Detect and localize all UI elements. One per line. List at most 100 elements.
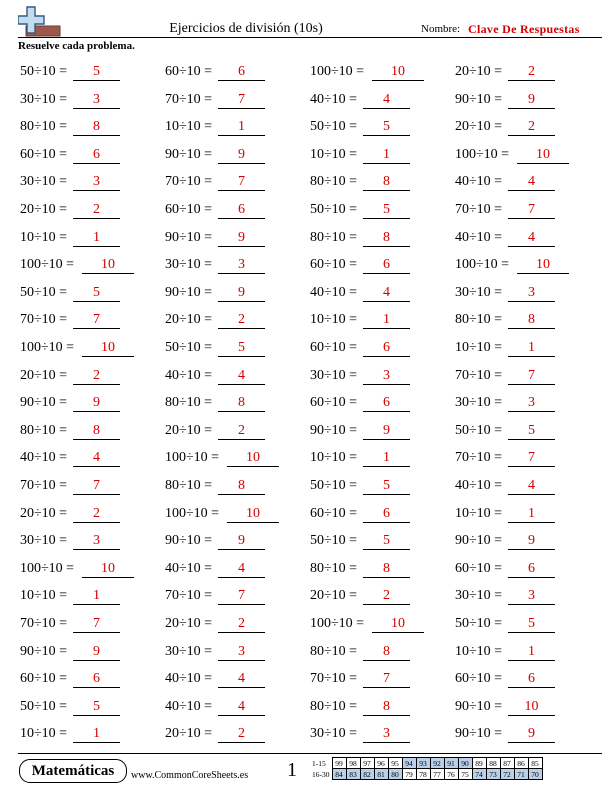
answer-field[interactable]: 8	[73, 423, 120, 440]
answer-field[interactable]: 7	[218, 588, 265, 606]
answer-field[interactable]: 7	[218, 92, 265, 109]
answer-field[interactable]: 6	[363, 340, 410, 357]
answer-field[interactable]: 6	[218, 202, 265, 219]
answer-field[interactable]: 6	[508, 561, 555, 578]
answer-field[interactable]: 7	[218, 174, 265, 192]
answer-field[interactable]: 1	[363, 450, 410, 468]
answer-field[interactable]: 3	[218, 257, 265, 275]
answer-field[interactable]: 9	[218, 285, 265, 302]
answer-field[interactable]: 6	[508, 671, 555, 689]
answer-field[interactable]: 7	[73, 478, 120, 495]
answer-field[interactable]: 5	[508, 616, 555, 633]
answer-field[interactable]: 4	[508, 230, 555, 247]
answer-field[interactable]: 10	[517, 147, 569, 164]
answer-field[interactable]: 1	[363, 147, 410, 164]
answer-field[interactable]: 10	[372, 616, 424, 633]
answer-field[interactable]: 9	[218, 230, 265, 247]
answer-field[interactable]: 1	[508, 644, 555, 661]
answer-field[interactable]: 7	[73, 312, 120, 330]
answer-field[interactable]: 7	[508, 202, 555, 219]
answer-field[interactable]: 1	[73, 230, 120, 247]
answer-field[interactable]: 2	[73, 202, 120, 219]
answer-field[interactable]: 8	[363, 699, 410, 716]
answer-field[interactable]: 7	[363, 671, 410, 689]
answer-field[interactable]: 5	[73, 699, 120, 716]
answer-field[interactable]: 10	[82, 340, 134, 357]
answer-field[interactable]: 6	[218, 64, 265, 81]
answer-field[interactable]: 6	[363, 395, 410, 413]
answer-field[interactable]: 3	[73, 92, 120, 109]
answer-field[interactable]: 8	[363, 174, 410, 192]
answer-field[interactable]: 2	[218, 423, 265, 440]
answer-field[interactable]: 4	[363, 285, 410, 302]
answer-field[interactable]: 8	[363, 230, 410, 247]
answer-field[interactable]: 9	[218, 147, 265, 164]
answer-field[interactable]: 6	[73, 671, 120, 689]
answer-field[interactable]: 3	[363, 726, 410, 744]
answer-field[interactable]: 5	[73, 285, 120, 302]
answer-field[interactable]: 4	[218, 699, 265, 716]
answer-field[interactable]: 4	[218, 671, 265, 689]
answer-field[interactable]: 7	[73, 616, 120, 633]
answer-field[interactable]: 1	[508, 340, 555, 357]
answer-field[interactable]: 10	[82, 561, 134, 578]
answer-field[interactable]: 4	[508, 478, 555, 495]
answer-field[interactable]: 10	[227, 450, 279, 468]
answer-field[interactable]: 3	[508, 285, 555, 302]
answer-field[interactable]: 9	[73, 395, 120, 413]
answer-field[interactable]: 8	[363, 561, 410, 578]
answer-field[interactable]: 5	[363, 478, 410, 495]
answer-field[interactable]: 8	[218, 395, 265, 413]
answer-field[interactable]: 6	[363, 506, 410, 523]
answer-field[interactable]: 9	[508, 533, 555, 551]
answer-field[interactable]: 2	[73, 506, 120, 523]
answer-field[interactable]: 8	[363, 644, 410, 661]
answer-field[interactable]: 1	[73, 726, 120, 744]
answer-field[interactable]: 5	[363, 533, 410, 551]
answer-field[interactable]: 8	[218, 478, 265, 495]
answer-field[interactable]: 4	[73, 450, 120, 468]
answer-field[interactable]: 6	[73, 147, 120, 164]
answer-field[interactable]: 5	[508, 423, 555, 440]
answer-field[interactable]: 2	[218, 616, 265, 633]
answer-field[interactable]: 3	[73, 533, 120, 551]
answer-field[interactable]: 10	[227, 506, 279, 523]
answer-field[interactable]: 1	[508, 506, 555, 523]
answer-field[interactable]: 3	[363, 368, 410, 385]
answer-field[interactable]: 3	[508, 588, 555, 606]
answer-field[interactable]: 5	[363, 119, 410, 137]
answer-field[interactable]: 3	[508, 395, 555, 413]
answer-field[interactable]: 6	[363, 257, 410, 275]
answer-field[interactable]: 10	[372, 64, 424, 81]
answer-field[interactable]: 5	[73, 64, 120, 81]
answer-field[interactable]: 4	[218, 368, 265, 385]
answer-field[interactable]: 10	[82, 257, 134, 275]
answer-field[interactable]: 4	[218, 561, 265, 578]
answer-field[interactable]: 2	[508, 119, 555, 137]
answer-field[interactable]: 9	[508, 92, 555, 109]
answer-field[interactable]: 10	[517, 257, 569, 275]
answer-field[interactable]: 8	[508, 312, 555, 330]
answer-field[interactable]: 7	[508, 450, 555, 468]
answer-field[interactable]: 2	[508, 64, 555, 81]
answer-field[interactable]: 2	[363, 588, 410, 606]
answer-field[interactable]: 9	[73, 644, 120, 661]
answer-field[interactable]: 8	[73, 119, 120, 137]
answer-field[interactable]: 1	[218, 119, 265, 137]
answer-field[interactable]: 5	[363, 202, 410, 219]
answer-field[interactable]: 3	[218, 644, 265, 661]
answer-field[interactable]: 1	[73, 588, 120, 606]
answer-field[interactable]: 2	[218, 312, 265, 330]
answer-field[interactable]: 2	[218, 726, 265, 744]
answer-field[interactable]: 5	[218, 340, 265, 357]
answer-field[interactable]: 7	[508, 368, 555, 385]
answer-field[interactable]: 9	[508, 726, 555, 744]
answer-field[interactable]: 10	[508, 699, 555, 716]
answer-field[interactable]: 4	[363, 92, 410, 109]
answer-field[interactable]: 9	[218, 533, 265, 551]
answer-field[interactable]: 9	[363, 423, 410, 440]
answer-field[interactable]: 1	[363, 312, 410, 330]
answer-field[interactable]: 4	[508, 174, 555, 192]
answer-field[interactable]: 3	[73, 174, 120, 192]
answer-field[interactable]: 2	[73, 368, 120, 385]
